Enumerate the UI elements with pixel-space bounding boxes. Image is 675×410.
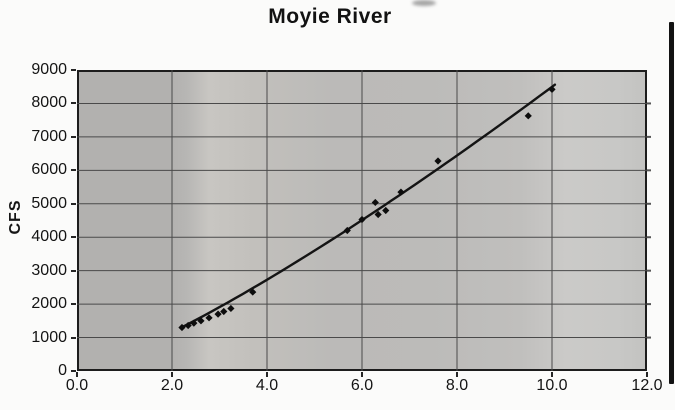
data-point-marker [434, 157, 442, 165]
axis-tick-mark [646, 372, 648, 377]
axis-tick-mark [71, 303, 76, 306]
data-point-marker [374, 210, 382, 219]
data-point-marker [197, 317, 205, 325]
axis-tick-mark [71, 269, 76, 272]
y-tick-label: 6000 [31, 161, 67, 179]
y-tick-label: 9000 [31, 61, 67, 78]
axis-tick-mark [71, 102, 76, 105]
data-point-marker [397, 188, 405, 196]
y-tick-label: 1000 [31, 328, 67, 346]
data-point-marker [524, 112, 532, 120]
y-tick-label: 7000 [31, 127, 67, 145]
data-point-marker [220, 307, 228, 316]
axis-tick-mark [71, 370, 76, 372]
y-tick-label: 4000 [31, 228, 67, 246]
y-tick-label: 0 [58, 362, 67, 379]
axis-tick-mark [71, 236, 76, 239]
data-point-marker [382, 206, 390, 215]
data-point-marker [184, 321, 192, 330]
axis-tick-mark [71, 202, 76, 205]
data-point-marker [358, 215, 366, 224]
axis-tick-mark [266, 372, 268, 377]
axis-tick-mark [71, 135, 76, 138]
x-tick-label: 2.0 [160, 377, 184, 394]
data-point-marker [227, 304, 235, 313]
y-tick-label: 5000 [31, 194, 67, 212]
y-tick-label: 8000 [31, 94, 67, 112]
data-point-marker [205, 314, 213, 322]
x-tick-label: 12.0 [631, 377, 663, 394]
data-point-marker [548, 85, 556, 93]
axis-tick-mark [361, 372, 363, 377]
chart-title: Moyie River [268, 5, 392, 28]
x-tick-label: 6.0 [350, 377, 374, 394]
data-point-marker [371, 198, 379, 207]
axis-tick-mark [171, 372, 173, 377]
y-tick-label: 2000 [31, 295, 67, 313]
data-point-marker [249, 288, 257, 296]
x-tick-label: 8.0 [445, 377, 469, 394]
data-point-marker [343, 226, 351, 235]
axis-tick-mark [71, 169, 76, 172]
data-point-marker [178, 323, 186, 332]
x-tick-label: 4.0 [255, 377, 279, 394]
y-tick-label: 3000 [31, 261, 67, 279]
x-tick-label: 10.0 [536, 377, 568, 394]
axis-tick-mark [71, 336, 76, 339]
axis-tick-mark [551, 372, 553, 377]
axis-tick-mark [76, 372, 78, 377]
data-point-marker [190, 319, 198, 327]
x-tick-label: 0.0 [65, 377, 89, 394]
trend-line [179, 83, 557, 330]
scan-artifact-right-bar [669, 22, 674, 384]
scan-artifact-smudge [412, 0, 436, 6]
axis-tick-mark [456, 372, 458, 377]
axis-tick-mark [71, 69, 76, 71]
data-point-marker [214, 310, 222, 318]
